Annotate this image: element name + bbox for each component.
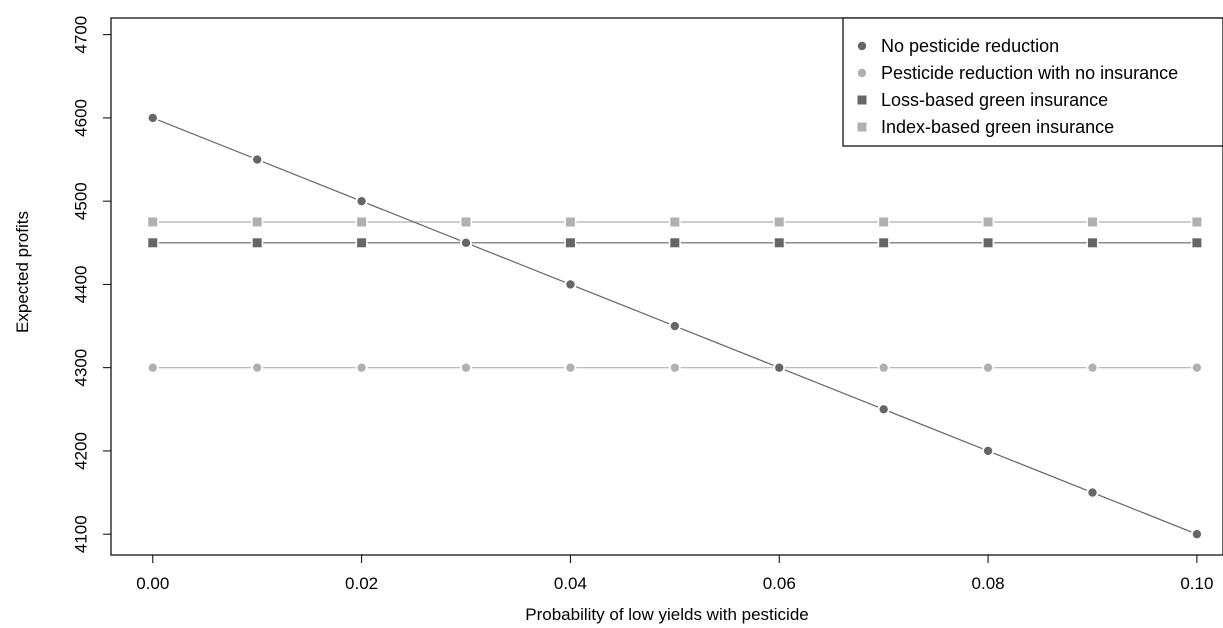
- x-tick-label: 0.00: [136, 574, 169, 593]
- data-point: [461, 217, 471, 227]
- y-tick-label: 4400: [72, 266, 91, 304]
- data-point: [1192, 217, 1202, 227]
- data-point: [879, 363, 888, 372]
- data-point: [148, 113, 157, 123]
- data-point: [461, 363, 471, 372]
- y-axis-title: Expected profits: [13, 211, 32, 333]
- legend-marker: [857, 68, 867, 78]
- legend-label: No pesticide reduction: [881, 36, 1059, 56]
- legend-marker: [857, 122, 867, 132]
- x-tick-label: 0.10: [1180, 574, 1213, 593]
- series-layer: [146, 111, 1203, 541]
- data-point: [357, 217, 367, 227]
- data-point: [983, 217, 993, 227]
- x-axis-title: Probability of low yields with pesticide: [525, 605, 808, 624]
- legend-label: Pesticide reduction with no insurance: [881, 63, 1178, 83]
- data-point: [670, 321, 680, 331]
- data-point: [252, 238, 262, 248]
- data-point: [1192, 529, 1202, 539]
- data-point: [566, 280, 575, 289]
- data-point: [148, 238, 158, 248]
- data-point: [879, 405, 888, 414]
- legend-box: [842, 17, 1223, 147]
- data-point: [148, 217, 158, 227]
- x-tick-label: 0.08: [972, 574, 1005, 593]
- legend-marker: [857, 95, 867, 105]
- data-point: [775, 363, 784, 372]
- data-point: [983, 446, 993, 456]
- x-tick-label: 0.06: [763, 574, 796, 593]
- data-point: [1087, 238, 1097, 248]
- data-point: [983, 238, 993, 248]
- legend-label: Loss-based green insurance: [881, 90, 1108, 110]
- data-point: [879, 217, 889, 227]
- data-point: [670, 363, 680, 372]
- legend-label: Index-based green insurance: [881, 117, 1114, 137]
- x-tick-label: 0.02: [345, 574, 378, 593]
- y-tick-label: 4600: [72, 99, 91, 137]
- data-point: [774, 217, 784, 227]
- data-point: [252, 217, 262, 227]
- x-tick-label: 0.04: [554, 574, 587, 593]
- data-point: [670, 238, 680, 248]
- data-point: [565, 238, 575, 248]
- x-axis: 0.00 0.02 0.04 0.06 0.08 0.10: [136, 555, 1213, 593]
- data-point: [1192, 363, 1202, 372]
- legend-marker: [857, 41, 867, 51]
- data-point: [774, 238, 784, 248]
- data-point: [1192, 238, 1202, 248]
- data-point: [1087, 217, 1097, 227]
- legend: No pesticide reduction Pesticide reductio…: [842, 17, 1223, 147]
- y-tick-label: 4700: [72, 16, 91, 54]
- y-tick-label: 4300: [72, 349, 91, 387]
- data-point: [566, 363, 575, 372]
- data-point: [879, 238, 889, 248]
- data-point: [1088, 488, 1097, 497]
- data-point: [252, 155, 262, 164]
- data-point: [252, 363, 262, 372]
- data-point: [983, 363, 993, 372]
- plot-frame: [110, 17, 1223, 556]
- data-point: [461, 238, 471, 247]
- data-point: [1088, 363, 1097, 372]
- data-point: [357, 196, 366, 206]
- y-axis: 4100 4200 4300 4400 4500 4600 4700: [72, 16, 111, 553]
- data-point: [565, 217, 575, 227]
- y-tick-label: 4200: [72, 432, 91, 470]
- data-point: [357, 238, 367, 248]
- y-tick-label: 4100: [72, 515, 91, 553]
- data-point: [148, 363, 157, 372]
- data-point: [357, 363, 366, 372]
- data-point: [670, 217, 680, 227]
- y-tick-label: 4500: [72, 182, 91, 220]
